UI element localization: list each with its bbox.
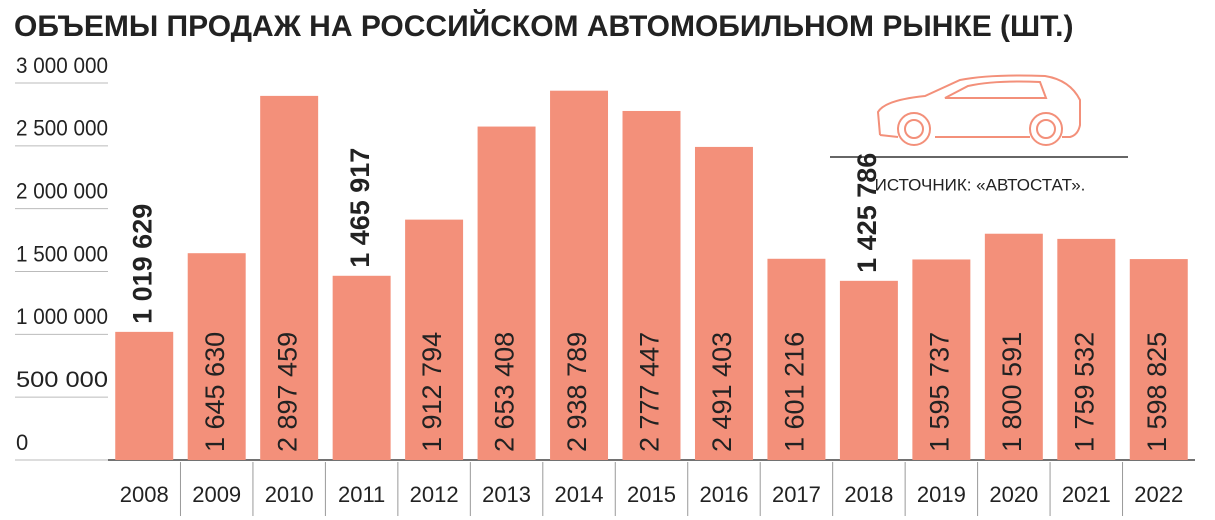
bar (839, 280, 898, 460)
x-tick-label: 2020 (989, 482, 1038, 507)
x-tick-label: 2008 (120, 482, 169, 507)
x-tick-label: 2016 (699, 482, 748, 507)
y-tick-label: 500 000 (16, 367, 108, 392)
bar (767, 258, 826, 460)
y-tick-label: 1 500 000 (16, 241, 108, 266)
x-tick-label: 2018 (844, 482, 893, 507)
x-tick-label: 2021 (1062, 482, 1111, 507)
bar (187, 253, 246, 460)
bar (260, 95, 319, 460)
x-tick-label: 2011 (338, 482, 385, 507)
y-tick-label: 3 000 000 (16, 53, 108, 78)
x-tick-label: 2015 (627, 482, 676, 507)
value-label: 1 645 630 (200, 332, 230, 452)
bar (1129, 259, 1188, 460)
y-tick-label: 1 000 000 (16, 304, 108, 329)
x-tick-label: 2014 (555, 482, 604, 507)
bar (912, 259, 971, 460)
bar (622, 110, 681, 460)
value-label: 1 800 591 (997, 332, 1027, 452)
x-tick-label: 2009 (192, 482, 241, 507)
value-label: 2 777 447 (635, 332, 665, 452)
y-tick-label: 0 (16, 430, 28, 455)
value-label: 2 653 408 (490, 332, 520, 452)
value-label: 2 491 403 (707, 332, 737, 452)
bar (550, 90, 609, 460)
x-tick-label: 2010 (265, 482, 314, 507)
y-tick-label: 2 000 000 (16, 178, 108, 203)
value-label: 2 897 459 (272, 332, 302, 452)
bar (1057, 238, 1116, 460)
value-label: 1 912 794 (417, 332, 447, 452)
bar (115, 331, 174, 460)
x-tick-label: 2022 (1134, 482, 1183, 507)
source: ИСТОЧНИК: «АВТОСТАТ». (875, 175, 1086, 194)
x-tick-label: 2012 (410, 482, 459, 507)
chart-title: ОБЪЕМЫ ПРОДАЖ НА РОССИЙСКОМ АВТОМОБИЛЬНО… (14, 9, 1073, 43)
bar (405, 219, 464, 460)
value-label: 1 425 786 (852, 153, 882, 273)
value-label: 2 938 789 (562, 332, 592, 452)
x-tick-label: 2017 (772, 482, 821, 507)
value-label: 1 019 629 (127, 204, 157, 324)
value-label: 1 598 825 (1142, 332, 1172, 452)
bar (694, 146, 753, 460)
bar (332, 275, 391, 460)
value-label: 1 595 737 (924, 332, 954, 452)
car-icon (876, 74, 1081, 146)
value-label: 1 601 216 (780, 332, 810, 452)
bar (984, 233, 1043, 460)
value-label: 1 465 917 (345, 148, 375, 268)
value-label: 1 759 532 (1069, 332, 1099, 452)
x-tick-label: 2013 (482, 482, 531, 507)
x-tick-label: 2019 (917, 482, 966, 507)
y-tick-label: 2 500 000 (16, 116, 108, 141)
bar (477, 126, 536, 461)
